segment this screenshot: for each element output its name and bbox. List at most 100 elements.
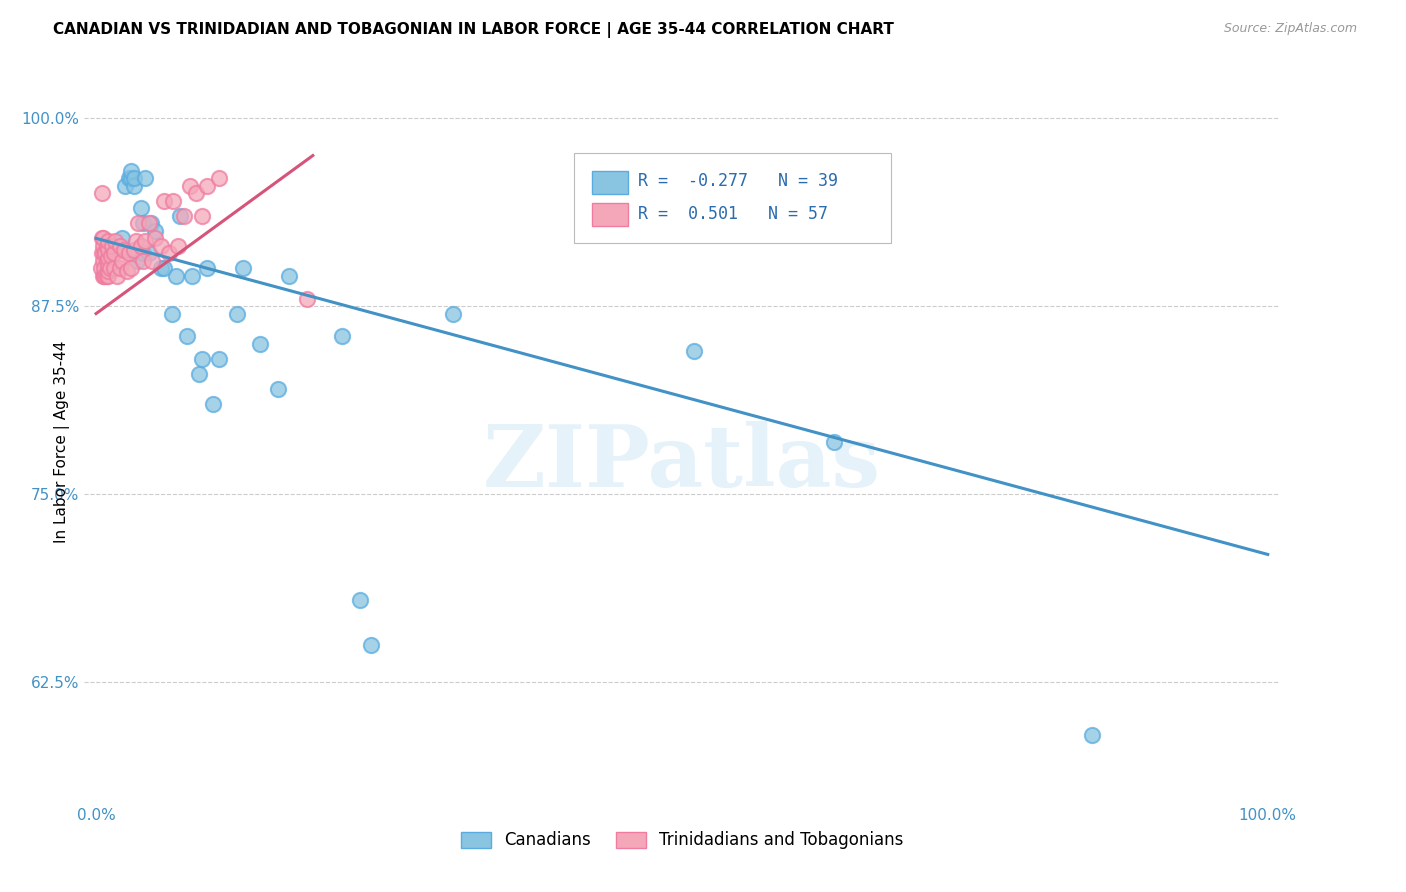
Point <box>118 246 141 260</box>
Point <box>149 239 172 253</box>
Point <box>190 209 212 223</box>
Point <box>184 186 207 201</box>
Point <box>90 246 114 260</box>
Point <box>190 351 212 366</box>
Point <box>101 239 124 253</box>
Point <box>97 259 120 273</box>
Point <box>103 261 125 276</box>
Point <box>153 194 176 208</box>
Point <box>127 253 149 268</box>
Point <box>167 239 190 253</box>
Point <box>114 178 136 193</box>
Point <box>120 171 142 186</box>
Point <box>105 268 128 283</box>
Point <box>132 246 155 260</box>
Point <box>179 178 201 193</box>
Point <box>122 244 145 258</box>
Point <box>91 231 114 245</box>
Point <box>225 307 247 321</box>
Point <box>120 261 142 276</box>
Point <box>132 253 155 268</box>
FancyBboxPatch shape <box>592 171 628 194</box>
Point <box>134 235 156 249</box>
FancyBboxPatch shape <box>575 153 891 243</box>
Point <box>165 268 187 283</box>
Point <box>162 194 184 208</box>
Point <box>118 171 141 186</box>
Point <box>96 253 118 268</box>
Point <box>208 351 231 366</box>
Point <box>1081 728 1104 742</box>
Point <box>127 216 149 230</box>
Point <box>96 268 118 283</box>
Point <box>115 264 138 278</box>
Point <box>157 246 180 260</box>
Point <box>100 249 122 263</box>
Point <box>278 268 301 283</box>
Point <box>111 231 134 245</box>
Point <box>129 201 152 215</box>
Point <box>122 178 145 193</box>
Point <box>111 253 134 268</box>
Point <box>197 261 219 276</box>
Point <box>295 292 318 306</box>
Point <box>181 268 204 283</box>
Point <box>94 246 117 260</box>
Point <box>97 235 120 249</box>
Point <box>682 344 704 359</box>
Point <box>141 253 163 268</box>
Point <box>98 261 121 276</box>
Point <box>122 171 145 186</box>
Text: CANADIAN VS TRINIDADIAN AND TOBAGONIAN IN LABOR FORCE | AGE 35-44 CORRELATION CH: CANADIAN VS TRINIDADIAN AND TOBAGONIAN I… <box>53 22 894 38</box>
Point <box>249 336 271 351</box>
Point <box>143 231 166 245</box>
Legend: Canadians, Trinidadians and Tobagonians: Canadians, Trinidadians and Tobagonians <box>454 824 910 856</box>
Point <box>132 216 155 230</box>
Point <box>267 382 290 396</box>
Point <box>104 235 127 249</box>
FancyBboxPatch shape <box>592 203 628 227</box>
Point <box>162 307 183 321</box>
Point <box>153 261 176 276</box>
Text: R =  -0.277   N = 39: R = -0.277 N = 39 <box>638 172 838 190</box>
Point <box>197 178 219 193</box>
Point <box>208 171 231 186</box>
Point <box>93 261 115 276</box>
Point <box>120 163 142 178</box>
Point <box>91 253 114 268</box>
Point <box>91 268 114 283</box>
Point <box>141 216 163 230</box>
Point <box>94 268 117 283</box>
Point <box>90 231 114 245</box>
Point <box>231 261 254 276</box>
Point <box>125 235 148 249</box>
Point <box>143 224 166 238</box>
Point <box>129 239 152 253</box>
Point <box>96 239 118 253</box>
Text: Source: ZipAtlas.com: Source: ZipAtlas.com <box>1223 22 1357 36</box>
Point <box>443 307 465 321</box>
Point <box>97 251 120 265</box>
Point <box>97 268 120 283</box>
Point <box>103 246 125 260</box>
Point <box>97 244 120 258</box>
Point <box>93 268 115 283</box>
Point <box>173 209 195 223</box>
Point <box>91 239 114 253</box>
Point <box>202 397 225 411</box>
Point <box>349 592 371 607</box>
Point <box>823 434 845 449</box>
Point <box>169 209 191 223</box>
Point <box>134 171 156 186</box>
Point <box>97 264 120 278</box>
Point <box>138 216 160 230</box>
Point <box>138 246 160 260</box>
Y-axis label: In Labor Force | Age 35-44: In Labor Force | Age 35-44 <box>55 341 70 542</box>
Point <box>112 244 135 258</box>
Point <box>176 329 198 343</box>
Text: ZIPatlas: ZIPatlas <box>482 421 882 505</box>
Point <box>360 638 382 652</box>
Point <box>108 261 131 276</box>
Point <box>93 246 115 260</box>
Point <box>108 239 131 253</box>
